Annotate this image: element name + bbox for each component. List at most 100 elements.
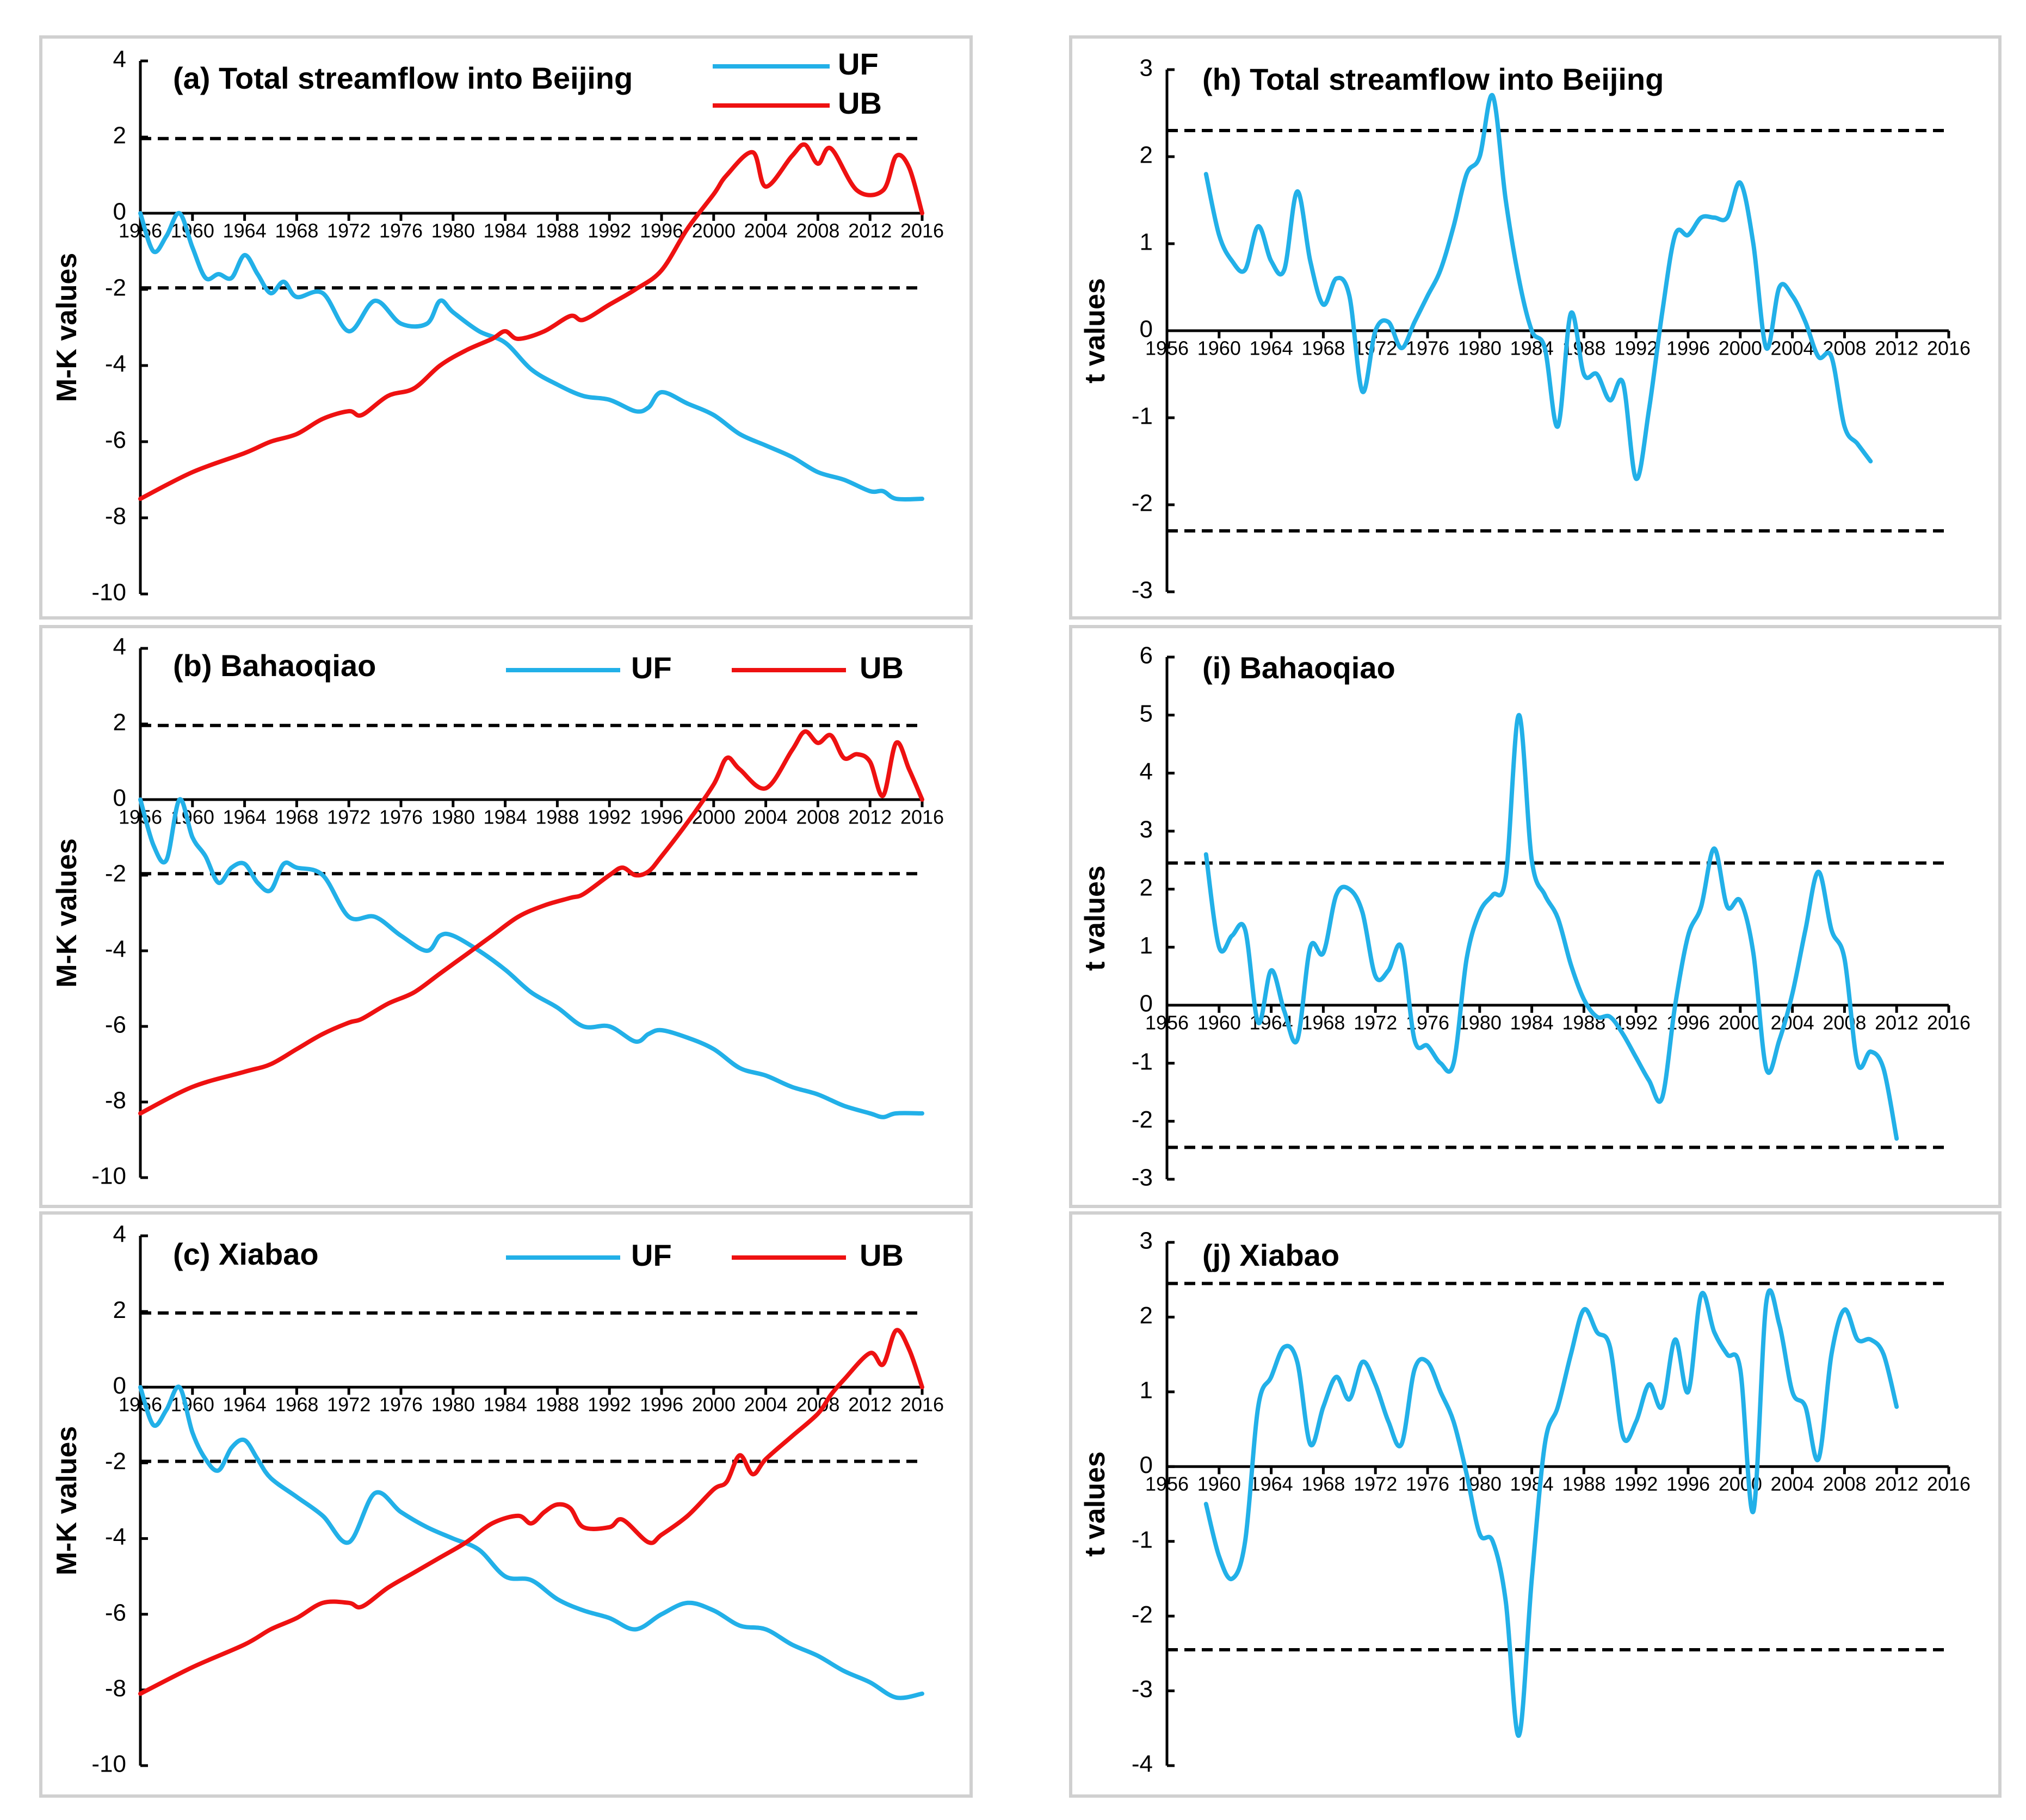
- x-tick-label: 1960: [1197, 1011, 1241, 1033]
- y-tick-label: 3: [1140, 1228, 1153, 1254]
- x-tick-label: 1968: [1301, 337, 1345, 359]
- y-tick-label: 2: [113, 1297, 126, 1323]
- x-tick-label: 1988: [535, 219, 579, 242]
- y-tick-label: 4: [113, 1221, 126, 1248]
- x-tick-label: 1980: [431, 1394, 475, 1416]
- x-tick-label: 1972: [327, 1394, 370, 1416]
- y-tick-label: 4: [113, 634, 126, 660]
- legend-label-uf: UF: [838, 47, 879, 81]
- x-tick-label: 2016: [1927, 1011, 1971, 1033]
- series-line-uf: [1203, 1288, 1899, 1738]
- x-tick-label: 1988: [1562, 337, 1605, 359]
- y-tick-label: 0: [113, 1372, 126, 1399]
- legend-label-ub: UB: [860, 1238, 904, 1272]
- x-tick-label: 1972: [1354, 1011, 1397, 1033]
- x-tick-label: 2008: [1823, 1011, 1866, 1033]
- x-tick-label: 1956: [1145, 1011, 1189, 1033]
- x-tick-label: 1976: [379, 219, 423, 242]
- y-tick-label: 4: [1140, 758, 1153, 785]
- panel-title: (a) Total streamflow into Beijing: [173, 61, 633, 95]
- x-tick-label: 1960: [171, 1394, 214, 1416]
- y-tick-label: -1: [1132, 403, 1153, 430]
- y-axis-title: t values: [1079, 865, 1111, 971]
- y-tick-label: -10: [91, 1163, 126, 1190]
- x-tick-label: 1992: [588, 1394, 631, 1416]
- x-tick-label: 2012: [848, 806, 892, 828]
- panel-title: (j) Xiabao: [1202, 1238, 1339, 1272]
- y-tick-label: -4: [1132, 1751, 1153, 1778]
- legend-label-ub: UB: [860, 651, 904, 685]
- y-axis-title: M-K values: [51, 838, 83, 988]
- x-tick-label: 2004: [744, 806, 788, 828]
- x-tick-label: 2012: [1875, 1473, 1918, 1495]
- x-tick-label: 1972: [327, 806, 370, 828]
- panel-frame: [1069, 625, 2002, 1208]
- x-tick-label: 1956: [119, 806, 162, 828]
- y-tick-label: -8: [105, 1087, 126, 1114]
- x-tick-label: 1964: [223, 219, 267, 242]
- y-tick-label: 1: [1140, 932, 1153, 959]
- x-tick-label: 1992: [588, 219, 631, 242]
- x-tick-label: 2008: [796, 806, 839, 828]
- y-tick-label: 0: [113, 199, 126, 225]
- y-tick-label: 0: [1140, 316, 1153, 343]
- x-tick-label: 2008: [796, 219, 839, 242]
- y-axis-title: t values: [1079, 1451, 1111, 1557]
- x-tick-label: 1988: [535, 1394, 579, 1416]
- x-tick-label: 1960: [1197, 1473, 1241, 1495]
- x-tick-label: 1964: [1250, 337, 1293, 359]
- y-tick-label: -3: [1132, 1676, 1153, 1703]
- x-tick-label: 1984: [484, 219, 527, 242]
- x-tick-label: 1984: [484, 806, 527, 828]
- x-tick-label: 1968: [275, 806, 318, 828]
- y-tick-label: -4: [105, 1524, 126, 1550]
- y-tick-label: -1: [1132, 1526, 1153, 1553]
- x-tick-label: 1960: [171, 219, 214, 242]
- x-tick-label: 1980: [1458, 1473, 1502, 1495]
- series-line-uf: [1203, 92, 1873, 481]
- x-tick-label: 1956: [1145, 337, 1189, 359]
- x-tick-label: 2000: [1719, 337, 1762, 359]
- y-tick-label: -8: [105, 503, 126, 530]
- series-line-uf: [138, 797, 924, 1119]
- panel-title: (b) Bahaoqiao: [173, 648, 376, 683]
- x-tick-label: 1996: [640, 219, 683, 242]
- y-axis-title: M-K values: [51, 1426, 83, 1576]
- panel-frame: [39, 625, 973, 1208]
- x-tick-label: 1956: [1145, 1473, 1189, 1495]
- y-tick-label: 6: [1140, 642, 1153, 669]
- x-tick-label: 1980: [1458, 337, 1502, 359]
- x-tick-label: 1976: [1406, 1473, 1449, 1495]
- x-tick-label: 1968: [1301, 1011, 1345, 1033]
- x-tick-label: 1956: [119, 219, 162, 242]
- y-tick-label: 0: [1140, 991, 1153, 1017]
- y-tick-label: 0: [1140, 1452, 1153, 1478]
- x-tick-label: 1964: [223, 806, 267, 828]
- y-tick-label: -2: [1132, 1601, 1153, 1628]
- x-tick-label: 2016: [900, 806, 944, 828]
- x-tick-label: 2004: [1771, 1011, 1814, 1033]
- series-line-ub: [138, 729, 924, 1116]
- y-tick-label: 4: [113, 46, 126, 73]
- x-tick-label: 2004: [744, 219, 788, 242]
- chart-panel-j: 3 2 1 0 -1 -2 -3 -4 1956 1960 1964 1968 1972 1976 1980…: [1069, 1211, 2002, 1798]
- x-tick-label: 1992: [1614, 1473, 1658, 1495]
- series-line-ub: [138, 142, 924, 501]
- x-tick-label: 1996: [1666, 337, 1710, 359]
- y-tick-label: -3: [1132, 577, 1153, 604]
- y-tick-label: 2: [1140, 1302, 1153, 1329]
- x-tick-label: 2000: [692, 1394, 736, 1416]
- chart-panel-a: 4 2 0 -2 -4 -6 -8 -10 1956 1960 1964 1968 1972 1976 19…: [39, 35, 973, 620]
- y-axis-title: t values: [1079, 278, 1111, 383]
- x-tick-label: 1976: [379, 806, 423, 828]
- chart-panel-c: 4 2 0 -2 -4 -6 -8 -10 1956 1960 1964 1968 1972 1976 19…: [39, 1211, 973, 1798]
- y-tick-label: -2: [105, 861, 126, 887]
- x-tick-label: 1988: [1562, 1011, 1605, 1033]
- x-tick-label: 1984: [1510, 1473, 1554, 1495]
- y-tick-label: -2: [105, 1448, 126, 1475]
- series-line-ub: [138, 1328, 924, 1696]
- x-tick-label: 2012: [848, 1394, 892, 1416]
- y-tick-label: 0: [113, 785, 126, 812]
